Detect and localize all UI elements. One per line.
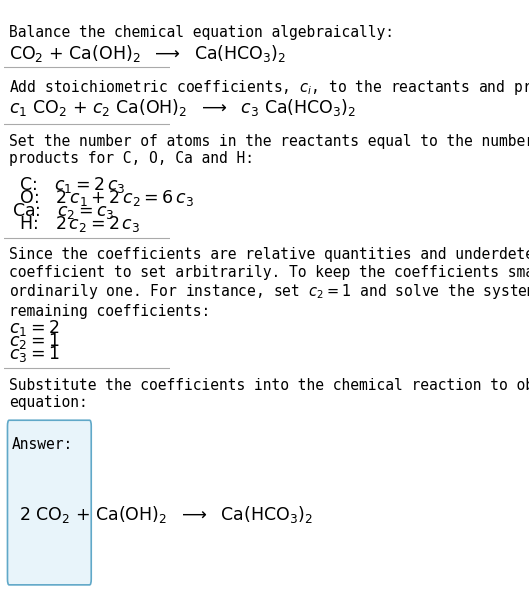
Text: Add stoichiometric coefficients, $c_i$, to the reactants and products:: Add stoichiometric coefficients, $c_i$, … (9, 78, 529, 97)
Text: C:   $c_1 = 2\,c_3$: C: $c_1 = 2\,c_3$ (14, 175, 125, 195)
Text: $c_2 = 1$: $c_2 = 1$ (9, 331, 60, 351)
FancyBboxPatch shape (7, 420, 91, 585)
Text: O:   $2\,c_1 + 2\,c_2 = 6\,c_3$: O: $2\,c_1 + 2\,c_2 = 6\,c_3$ (14, 188, 194, 208)
Text: CO$_2$ + Ca(OH)$_2$  $\longrightarrow$  Ca(HCO$_3$)$_2$: CO$_2$ + Ca(OH)$_2$ $\longrightarrow$ Ca… (9, 43, 287, 64)
Text: Substitute the coefficients into the chemical reaction to obtain the balanced
eq: Substitute the coefficients into the che… (9, 378, 529, 410)
Text: 2 CO$_2$ + Ca(OH)$_2$  $\longrightarrow$  Ca(HCO$_3$)$_2$: 2 CO$_2$ + Ca(OH)$_2$ $\longrightarrow$ … (19, 504, 313, 525)
Text: $c_1$ CO$_2$ + $c_2$ Ca(OH)$_2$  $\longrightarrow$  $c_3$ Ca(HCO$_3$)$_2$: $c_1$ CO$_2$ + $c_2$ Ca(OH)$_2$ $\longri… (9, 97, 357, 118)
Text: Set the number of atoms in the reactants equal to the number of atoms in the
pro: Set the number of atoms in the reactants… (9, 134, 529, 166)
Text: Since the coefficients are relative quantities and underdetermined, choose a
coe: Since the coefficients are relative quan… (9, 247, 529, 319)
Text: $c_1 = 2$: $c_1 = 2$ (9, 318, 59, 338)
Text: Answer:: Answer: (12, 437, 74, 452)
Text: H:   $2\,c_2 = 2\,c_3$: H: $2\,c_2 = 2\,c_3$ (14, 214, 140, 234)
Text: Balance the chemical equation algebraically:: Balance the chemical equation algebraica… (9, 25, 394, 40)
Text: $c_3 = 1$: $c_3 = 1$ (9, 344, 60, 364)
Text: Ca:   $c_2 = c_3$: Ca: $c_2 = c_3$ (12, 201, 114, 221)
